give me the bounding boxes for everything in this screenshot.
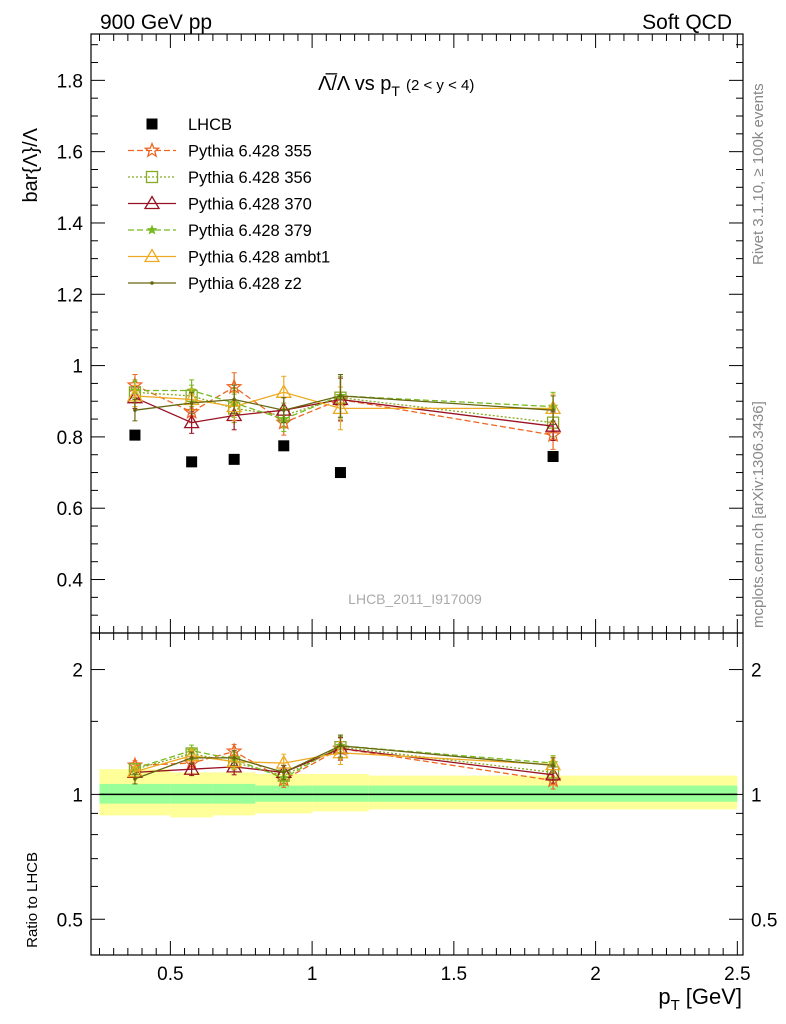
main-ytick-label: 1 bbox=[72, 357, 83, 378]
ratio-ytick-label-right: 0.5 bbox=[751, 910, 777, 931]
x-axis-label: pT [GeV] bbox=[658, 984, 742, 1014]
series-line bbox=[134, 747, 554, 776]
marker-dot bbox=[133, 777, 137, 781]
marker-dot bbox=[232, 756, 236, 760]
marker-square bbox=[146, 118, 158, 130]
svg-text:Λ̅/Λ vs pT(2 < y < 4): Λ̅/Λ vs pT (2 < y < 4) bbox=[318, 72, 474, 99]
legend-label: Pythia 6.428 ambt1 bbox=[188, 249, 330, 267]
legend-item: Pythia 6.428 355 bbox=[128, 141, 312, 161]
main-ytick-label: 0.8 bbox=[57, 428, 83, 449]
mcplots-label: mcplots.cern.ch [arXiv:1306.3436] bbox=[750, 401, 767, 628]
main-ytick-label: 1.2 bbox=[57, 285, 83, 306]
series-pythia-6-428-355 bbox=[126, 372, 562, 450]
legend-label: Pythia 6.428 379 bbox=[188, 222, 312, 240]
series-line bbox=[134, 745, 554, 780]
main-title-text: Λ̅/Λ vs p bbox=[318, 72, 391, 95]
main-ytick-label: 1.8 bbox=[57, 71, 83, 92]
ratio-ytick-label: 2 bbox=[72, 661, 83, 682]
marker-triangle-open bbox=[183, 760, 200, 775]
series-line bbox=[134, 384, 554, 436]
header-right: Soft QCD bbox=[642, 11, 732, 34]
legend-label: Pythia 6.428 370 bbox=[188, 196, 312, 214]
xtick-label: 1.5 bbox=[441, 964, 467, 985]
marker-triangle-open bbox=[143, 195, 161, 210]
rivet-label: Rivet 3.1.10, ≥ 100k events bbox=[750, 83, 767, 265]
ratio-plot-panel: 0.5 0.5 1 1 2 2 0.5 1 1.5 2 2.5 bbox=[57, 632, 777, 985]
marker-dot bbox=[338, 394, 343, 398]
marker-dot bbox=[150, 281, 154, 285]
marker-dot bbox=[551, 408, 555, 412]
main-ytick-label: 0.6 bbox=[57, 499, 83, 520]
legend-label: Pythia 6.428 z2 bbox=[188, 275, 302, 293]
legend-item: Pythia 6.428 379 bbox=[128, 222, 312, 240]
marker-square bbox=[334, 467, 346, 479]
main-title: Λ̅/Λ vs pT (2 < y < 4) bbox=[318, 72, 474, 99]
marker-triangle-open bbox=[183, 414, 200, 429]
marker-dot bbox=[189, 401, 194, 405]
main-ytick-label: 1.4 bbox=[57, 214, 84, 235]
main-ytick-label: 0.4 bbox=[57, 571, 84, 592]
ratio-ytick-label: 0.5 bbox=[57, 910, 83, 931]
xtick-label: 2 bbox=[590, 964, 601, 985]
marker-dot bbox=[281, 408, 286, 412]
legend-item: Pythia 6.428 z2 bbox=[128, 275, 302, 293]
x-axis-label-sub: T bbox=[671, 997, 680, 1014]
xtick-label: 2.5 bbox=[724, 964, 750, 985]
ratio-ytick-label-right: 2 bbox=[751, 661, 762, 682]
legend: LHCB Pythia 6.428 355 Pythia 6.428 356 Pyth… bbox=[128, 116, 330, 293]
marker-star bbox=[143, 141, 161, 158]
main-title-sub: T bbox=[391, 83, 400, 99]
xtick-label: 1 bbox=[307, 964, 318, 985]
ratio-ytick-label: 1 bbox=[72, 785, 83, 806]
marker-dot bbox=[551, 763, 555, 768]
ratio-ytick-label-right: 1 bbox=[751, 785, 762, 806]
main-title-range: (2 < y < 4) bbox=[406, 77, 474, 94]
series-line bbox=[134, 397, 554, 427]
analysis-watermark: LHCB_2011_I917009 bbox=[348, 591, 482, 607]
series-lhcb bbox=[129, 429, 559, 479]
legend-item: Pythia 6.428 370 bbox=[128, 195, 312, 214]
series-line bbox=[134, 395, 554, 411]
main-ytick-label: 1.6 bbox=[57, 143, 83, 164]
main-plot-panel: 0.4 0.6 0.8 1 1.2 1.4 1.6 1.8 bbox=[57, 33, 744, 634]
series-pythia-6-428-z2 bbox=[132, 734, 556, 785]
legend-item: Pythia 6.428 ambt1 bbox=[128, 248, 330, 267]
legend-item: LHCB bbox=[146, 116, 232, 134]
series-pythia-6-428-z2 bbox=[132, 374, 556, 425]
marker-triangle-open bbox=[544, 417, 562, 432]
series-line bbox=[134, 389, 554, 420]
marker-triangle-open bbox=[226, 753, 243, 768]
marker-dot bbox=[133, 408, 137, 412]
x-axis-label-unit: [GeV] bbox=[686, 984, 742, 1009]
main-ylabel: bar{Λ}/Λ bbox=[20, 127, 42, 202]
marker-square bbox=[228, 453, 240, 465]
marker-dot bbox=[281, 770, 286, 775]
legend-label: Pythia 6.428 356 bbox=[188, 169, 312, 187]
series-line bbox=[134, 752, 554, 773]
marker-triangle-open bbox=[544, 766, 562, 781]
legend-label: LHCB bbox=[188, 116, 232, 134]
series-line bbox=[134, 391, 554, 410]
marker-star-small bbox=[146, 224, 158, 235]
marker-square bbox=[547, 451, 559, 463]
legend-label: Pythia 6.428 355 bbox=[188, 143, 312, 161]
x-axis-label-main: p bbox=[658, 984, 670, 1009]
marker-triangle-open bbox=[332, 744, 349, 759]
marker-triangle-open bbox=[226, 758, 243, 773]
marker-square bbox=[186, 456, 198, 468]
marker-square-open bbox=[145, 170, 159, 184]
marker-triangle-open bbox=[143, 248, 161, 263]
marker-square bbox=[278, 440, 290, 452]
marker-dot bbox=[189, 756, 194, 760]
header-left: 900 GeV pp bbox=[100, 11, 212, 34]
marker-dot bbox=[338, 743, 343, 748]
marker-square bbox=[129, 429, 141, 441]
xtick-label: 0.5 bbox=[157, 964, 183, 985]
legend-item: Pythia 6.428 356 bbox=[128, 169, 312, 187]
ratio-ylabel: Ratio to LHCB bbox=[24, 852, 41, 948]
marker-dot bbox=[232, 397, 236, 402]
